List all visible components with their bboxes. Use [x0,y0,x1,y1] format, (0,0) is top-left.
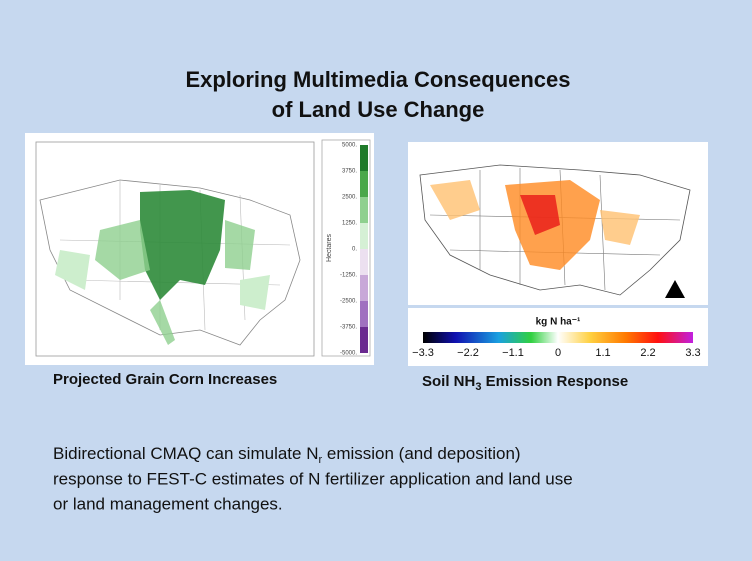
colorbar-label: -5000. [340,351,357,357]
colorbar-label: 2.2 [640,347,655,359]
colorbar-label: 0. [352,247,357,253]
colorbar-label: −1.1 [502,347,524,359]
caption: Soil NH3 Emission Response [422,373,628,393]
caption-part: Emission Response [481,373,628,390]
colorbar-label: 3.3 [685,347,700,359]
body-part: Bidirectional CMAQ can simulate N [53,444,318,463]
caption: Projected Grain Corn Increases [53,371,277,388]
right-colorbar [423,332,693,343]
colorbar-label: −3.3 [412,347,434,359]
body-subscript: r [318,454,322,466]
caption-subscript: 3 [475,381,481,393]
colorbar-label: 1250. [342,221,357,227]
colorbar-label: 1.1 [595,347,610,359]
body-line: response to FEST-C estimates of N fertil… [53,469,573,488]
colorbar-title: Hectares [326,233,333,262]
colorbar-label: 3750. [342,169,357,175]
colorbar-label: 2500. [342,195,357,201]
colorbar-label: -1250. [340,273,357,279]
colorbar-title: kg N ha⁻¹ [536,317,581,328]
left-map: Hectares 5000. 3750. 2500. 1250. 0. -1250. -25… [25,133,374,365]
colorbar-label: −2.2 [457,347,479,359]
body-line: or land management changes. [53,494,283,513]
title-line: Exploring Multimedia Consequences [185,67,570,92]
left-colorbar [360,145,368,353]
colorbar-label: 0 [555,347,561,359]
colorbar-label: 5000. [342,143,357,149]
title-line: of Land Use Change [272,97,485,122]
right-map: kg N ha⁻¹ −3.3 −2.2 −1.1 0 1.1 2.2 3.3 [408,142,708,366]
body-line: Bidirectional CMAQ can simulate Nr emiss… [53,444,521,465]
colorbar-label: -3750. [340,325,357,331]
colorbar-label: -2500. [340,299,357,305]
caption-part: Soil NH [422,373,475,390]
body-part: emission (and deposition) [322,444,520,463]
